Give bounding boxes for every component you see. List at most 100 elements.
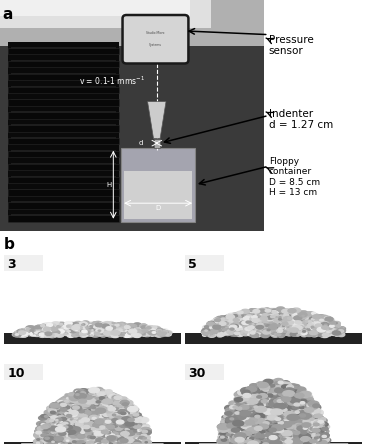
Circle shape	[30, 326, 37, 330]
Circle shape	[130, 438, 134, 440]
Circle shape	[259, 424, 268, 429]
Circle shape	[312, 428, 320, 432]
Circle shape	[286, 413, 298, 419]
Circle shape	[80, 392, 86, 395]
Circle shape	[221, 318, 226, 321]
Circle shape	[280, 429, 286, 432]
Circle shape	[110, 440, 114, 442]
Circle shape	[117, 333, 122, 336]
Circle shape	[326, 321, 330, 324]
Circle shape	[95, 403, 98, 404]
Circle shape	[97, 413, 106, 418]
Circle shape	[244, 398, 251, 402]
Circle shape	[134, 428, 141, 431]
Circle shape	[218, 321, 223, 324]
Circle shape	[214, 331, 217, 333]
Circle shape	[165, 331, 169, 333]
Circle shape	[294, 331, 298, 333]
Circle shape	[20, 333, 23, 335]
Circle shape	[298, 412, 306, 417]
Circle shape	[228, 432, 238, 437]
Circle shape	[226, 427, 238, 433]
Circle shape	[38, 442, 40, 443]
Circle shape	[226, 438, 234, 442]
Circle shape	[43, 417, 52, 422]
Circle shape	[243, 396, 250, 400]
Circle shape	[107, 331, 113, 334]
Circle shape	[299, 392, 304, 395]
Circle shape	[141, 434, 147, 437]
Circle shape	[276, 322, 278, 323]
Circle shape	[52, 330, 60, 334]
Circle shape	[256, 418, 268, 424]
Circle shape	[101, 332, 109, 337]
Circle shape	[339, 330, 341, 332]
Circle shape	[215, 319, 220, 321]
Circle shape	[36, 429, 43, 433]
Circle shape	[165, 331, 172, 334]
Circle shape	[121, 439, 124, 440]
Circle shape	[68, 422, 74, 425]
Circle shape	[52, 428, 61, 432]
Circle shape	[225, 435, 235, 440]
Circle shape	[111, 325, 113, 326]
Circle shape	[122, 400, 133, 405]
Circle shape	[317, 430, 325, 434]
Circle shape	[277, 313, 284, 317]
Circle shape	[273, 392, 276, 394]
Text: d: d	[139, 140, 143, 146]
Circle shape	[254, 412, 264, 416]
Circle shape	[232, 415, 239, 419]
Circle shape	[302, 315, 304, 317]
Circle shape	[237, 397, 249, 403]
Circle shape	[133, 329, 139, 333]
Circle shape	[303, 419, 314, 424]
Circle shape	[242, 421, 252, 426]
Circle shape	[41, 326, 44, 328]
Circle shape	[119, 440, 121, 441]
Circle shape	[249, 396, 256, 400]
Circle shape	[80, 440, 84, 443]
Circle shape	[238, 316, 241, 318]
Circle shape	[218, 424, 229, 430]
Circle shape	[102, 323, 106, 324]
Circle shape	[315, 331, 320, 333]
Circle shape	[312, 420, 321, 424]
Circle shape	[162, 331, 165, 333]
Circle shape	[285, 422, 296, 428]
Circle shape	[142, 329, 148, 332]
Circle shape	[115, 406, 117, 408]
Circle shape	[313, 427, 324, 433]
Circle shape	[236, 407, 242, 410]
Circle shape	[255, 320, 259, 322]
Circle shape	[118, 329, 122, 331]
Circle shape	[86, 398, 96, 404]
Circle shape	[134, 431, 137, 432]
Circle shape	[238, 431, 250, 436]
Circle shape	[100, 333, 106, 337]
Circle shape	[44, 416, 48, 417]
Bar	[21, 443, 163, 444]
Circle shape	[258, 407, 267, 411]
Circle shape	[270, 318, 272, 319]
Circle shape	[53, 437, 60, 441]
Circle shape	[240, 396, 252, 403]
Circle shape	[81, 427, 89, 431]
Circle shape	[263, 443, 269, 444]
Circle shape	[75, 422, 83, 426]
Circle shape	[53, 325, 55, 326]
Circle shape	[248, 418, 257, 423]
Circle shape	[41, 428, 44, 430]
Circle shape	[276, 332, 278, 333]
Circle shape	[127, 428, 130, 429]
Circle shape	[145, 441, 148, 443]
Circle shape	[89, 392, 94, 394]
Circle shape	[225, 405, 236, 411]
Circle shape	[261, 317, 268, 320]
Circle shape	[92, 417, 96, 419]
Circle shape	[311, 405, 321, 410]
Circle shape	[295, 438, 299, 440]
Circle shape	[225, 431, 234, 435]
Circle shape	[224, 325, 231, 329]
Circle shape	[108, 321, 114, 324]
